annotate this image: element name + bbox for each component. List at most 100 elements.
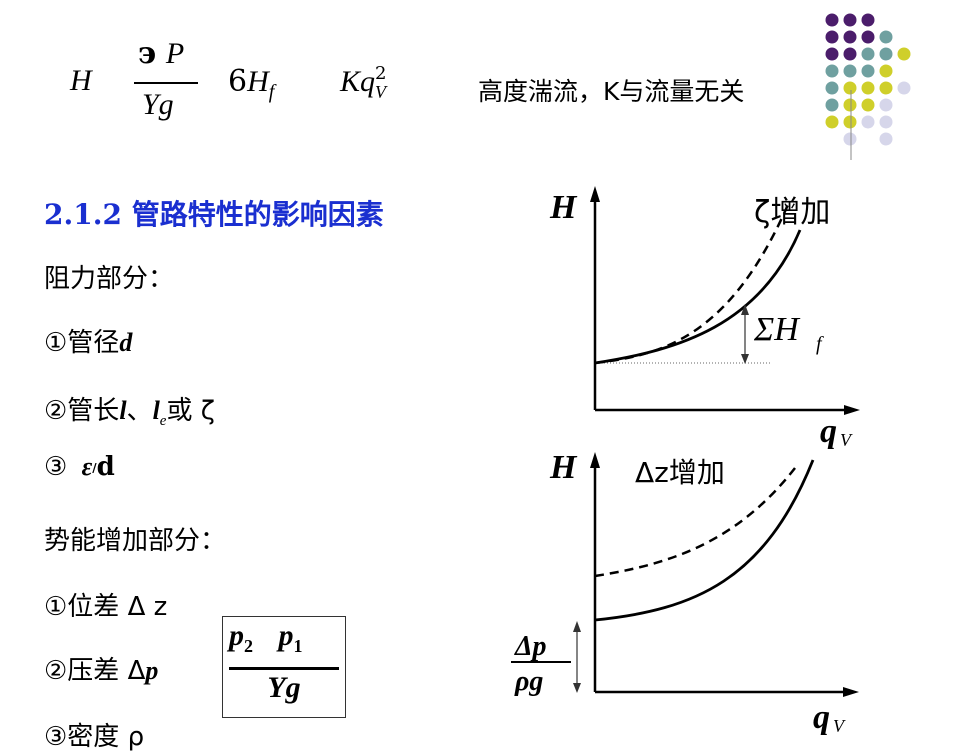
var-p: p <box>145 656 159 685</box>
pressure-formula-box: p2 p1 Yg <box>222 616 346 718</box>
var-d: d <box>119 328 133 357</box>
formula-denominator: Yg <box>142 88 174 121</box>
item-pipe-length-label: ②管长 <box>44 396 120 426</box>
decorative-dot-grid <box>825 13 911 160</box>
potential-title: 势能增加部分： <box>44 526 227 556</box>
graph2-dim-arrow-top <box>573 621 581 632</box>
graph1-x-sub: V <box>840 430 853 450</box>
formula-coef: 6 <box>228 64 248 99</box>
var-le: l <box>152 396 160 425</box>
var-le-sub: e <box>159 413 167 430</box>
decorative-dot <box>861 30 875 44</box>
item-roughness: ③ ε/d <box>44 452 115 482</box>
decorative-dot <box>843 98 857 112</box>
decorative-dot <box>843 115 857 129</box>
pressure-p1-sub: 1 <box>293 636 303 656</box>
graph2-x-arrow <box>843 687 859 697</box>
decorative-dot <box>843 13 857 27</box>
fraction-bar <box>134 82 198 84</box>
graph1-dashed-curve <box>594 199 792 365</box>
graph2-intercept-num: Δp <box>514 631 547 662</box>
decorative-dot <box>879 64 893 78</box>
item-pipe-diameter-label: ①管径 <box>44 328 120 358</box>
graph2-curve-label: Δz增加 <box>635 456 725 489</box>
section-heading: 2.1.2 管路特性的影响因素 <box>44 198 384 231</box>
decorative-dot <box>843 81 857 95</box>
item-elevation: ①位差 Δ z <box>44 592 168 622</box>
decorative-dot <box>825 81 839 95</box>
top-formula: H э P Yg 6Hf Kq 2 V <box>70 30 490 140</box>
var-d2: d <box>96 452 115 482</box>
var-slash: / <box>92 461 97 475</box>
formula-num-P: P <box>165 37 185 70</box>
graph2-x-label: q <box>813 699 830 735</box>
graph2-dashed-curve <box>594 467 796 578</box>
decorative-dot <box>861 13 875 27</box>
item-pipe-length-suffix: 或 ζ <box>166 396 215 426</box>
decorative-dot <box>825 64 839 78</box>
graph2-solid-curve <box>594 459 815 622</box>
decorative-dot <box>861 98 875 112</box>
decorative-dot <box>825 47 839 61</box>
pressure-fraction-bar <box>229 667 339 670</box>
decorative-dot <box>861 64 875 78</box>
decorative-dot <box>843 64 857 78</box>
item-pressure-label: ②压差 Δ <box>44 656 146 686</box>
graph2-y-arrow <box>590 452 600 468</box>
decorative-dot <box>843 47 857 61</box>
decorative-dot <box>861 47 875 61</box>
formula-K: Kq <box>340 65 376 98</box>
graph1-curve-label: ζ增加 <box>754 195 830 230</box>
pressure-p2: p <box>229 619 244 652</box>
decorative-dot <box>897 81 911 95</box>
item-pressure: ②压差 Δp <box>44 650 158 687</box>
graph-potential: H q V Δz增加 Δp ρg <box>511 449 859 735</box>
pressure-p1: p <box>278 619 294 652</box>
decorative-dot <box>879 81 893 95</box>
decorative-dot <box>879 47 893 61</box>
formula-q-sub: V <box>375 82 387 102</box>
decorative-dot <box>879 132 893 146</box>
decorative-dot <box>843 30 857 44</box>
formula-num-prefix: э <box>138 36 157 71</box>
pressure-numerator: p2 p1 <box>229 619 303 657</box>
decorative-dot <box>861 81 875 95</box>
graph2-intercept-den: ρg <box>514 666 543 697</box>
graph1-y-label: H <box>549 189 578 226</box>
graph1-dim-arrow-top <box>741 304 749 315</box>
graph1-annotation: ΣH <box>753 311 801 348</box>
decorative-dot <box>879 98 893 112</box>
pressure-denominator: Yg <box>267 671 301 704</box>
item-pipe-diameter: ①管径d <box>44 322 132 359</box>
formula-Hf: 6Hf <box>228 64 274 104</box>
separator: 、 <box>126 396 153 426</box>
pressure-p2-sub: 2 <box>244 636 253 656</box>
top-note: 高度湍流，K与流量无关 <box>478 77 745 106</box>
graph1-x-arrow <box>844 405 860 415</box>
decorative-dot <box>825 13 839 27</box>
formula-Kq: Kq 2 V <box>340 63 387 102</box>
decorative-dot <box>825 98 839 112</box>
decorative-dot <box>897 47 911 61</box>
resistance-title: 阻力部分： <box>44 264 175 294</box>
decorative-dot <box>861 115 875 129</box>
graph1-annotation-sub: f <box>816 333 824 355</box>
decorative-dot <box>825 115 839 129</box>
formula-q-sup: 2 <box>375 63 387 84</box>
var-epsilon: ε <box>81 452 93 481</box>
formula-Hf-sub: f <box>268 81 275 103</box>
formula-H: H <box>70 64 92 97</box>
graph1-solid-curve <box>594 229 802 365</box>
graph-resistance: H q V ζ增加 ΣH f <box>549 186 860 450</box>
decorative-dot <box>825 30 839 44</box>
graph1-dim-arrow-bottom <box>741 354 749 364</box>
formula-Hf-main: H <box>247 65 269 98</box>
formula-numerator: э P <box>138 36 184 71</box>
decorative-dot <box>843 132 857 146</box>
graph2-y-label: H <box>549 449 578 486</box>
decorative-dot <box>879 115 893 129</box>
var-l: l <box>119 396 127 425</box>
graph1-y-arrow <box>590 186 600 202</box>
graph2-dim-arrow-bottom <box>573 683 581 693</box>
decorative-dot <box>879 30 893 44</box>
